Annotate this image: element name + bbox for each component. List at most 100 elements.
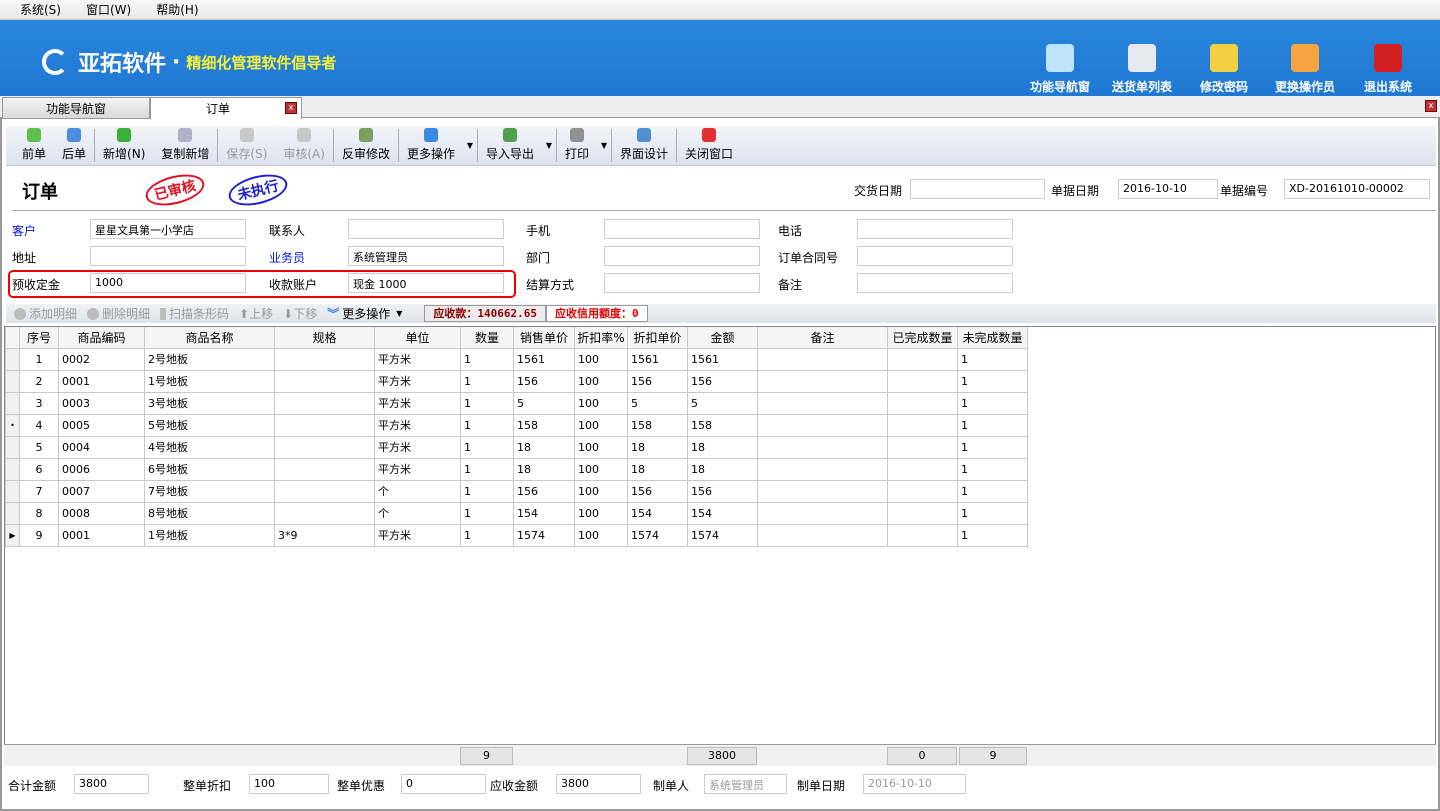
total-field[interactable]: 3800 xyxy=(74,774,149,794)
cell[interactable]: 18 xyxy=(687,435,758,459)
column-header[interactable]: 未完成数量 xyxy=(957,327,1028,349)
contract-field[interactable] xyxy=(857,246,1013,266)
mobile-field[interactable] xyxy=(604,219,760,239)
cell[interactable] xyxy=(757,479,888,503)
menu-help[interactable]: 帮助(H) xyxy=(156,3,199,17)
add-detail-button[interactable]: 添加明细 xyxy=(14,305,77,322)
toolbar-button-0[interactable]: 前单 xyxy=(14,126,54,165)
cell[interactable]: 100 xyxy=(574,347,628,371)
cell[interactable]: 1 xyxy=(957,347,1028,371)
cell[interactable]: 154 xyxy=(687,501,758,525)
cell[interactable] xyxy=(757,391,888,415)
cell[interactable]: 1 xyxy=(460,501,514,525)
cell[interactable]: 3号地板 xyxy=(144,391,275,415)
remark-field[interactable] xyxy=(857,273,1013,293)
cell[interactable]: 1号地板 xyxy=(144,369,275,393)
cell[interactable]: 18 xyxy=(513,457,575,481)
cell[interactable]: 0006 xyxy=(58,457,145,481)
cell[interactable] xyxy=(887,479,958,503)
cell[interactable]: 0007 xyxy=(58,479,145,503)
due-field[interactable]: 3800 xyxy=(556,774,641,794)
cell[interactable]: 100 xyxy=(574,369,628,393)
cell[interactable]: 100 xyxy=(574,413,628,437)
cell[interactable]: 7号地板 xyxy=(144,479,275,503)
cell[interactable]: 5 xyxy=(513,391,575,415)
header-button-1[interactable]: 送货单列表 xyxy=(1102,44,1182,95)
cell[interactable]: 18 xyxy=(627,457,688,481)
cell[interactable] xyxy=(887,369,958,393)
cell[interactable]: 156 xyxy=(687,479,758,503)
salesman-field[interactable]: 系统管理员 xyxy=(348,246,504,266)
cell[interactable]: 个 xyxy=(374,501,461,525)
menu-system[interactable]: 系统(S) xyxy=(20,3,61,17)
cell[interactable] xyxy=(887,457,958,481)
column-header[interactable]: 已完成数量 xyxy=(887,327,958,349)
cell[interactable] xyxy=(274,457,375,481)
cell[interactable]: 100 xyxy=(574,457,628,481)
cell[interactable] xyxy=(274,391,375,415)
discount-field[interactable]: 100 xyxy=(249,774,329,794)
row-indicator[interactable] xyxy=(5,501,20,525)
cell[interactable]: 0001 xyxy=(58,523,145,547)
salesman-label[interactable]: 业务员 xyxy=(269,251,306,265)
tab-navigation[interactable]: 功能导航窗 xyxy=(2,97,150,119)
cell[interactable]: 6号地板 xyxy=(144,457,275,481)
cell[interactable]: 平方米 xyxy=(374,523,461,547)
row-indicator[interactable] xyxy=(5,369,20,393)
cell[interactable]: 4 xyxy=(19,413,59,437)
cell[interactable]: 100 xyxy=(574,501,628,525)
cell[interactable]: 100 xyxy=(574,435,628,459)
cell[interactable]: 100 xyxy=(574,479,628,503)
phone-field[interactable] xyxy=(857,219,1013,239)
cell[interactable] xyxy=(887,347,958,371)
table-row[interactable]: 6 0006 6号地板 平方米 1 18 100 18 18 1 xyxy=(5,457,1028,481)
cell[interactable] xyxy=(274,501,375,525)
cell[interactable] xyxy=(887,523,958,547)
column-header[interactable]: 备注 xyxy=(757,327,888,349)
cell[interactable]: 18 xyxy=(513,435,575,459)
cell[interactable] xyxy=(757,347,888,371)
column-header[interactable]: 折扣单价 xyxy=(627,327,688,349)
cell[interactable]: 1574 xyxy=(687,523,758,547)
cell[interactable] xyxy=(757,435,888,459)
cell[interactable]: 1 xyxy=(957,435,1028,459)
cell[interactable]: 1 xyxy=(460,523,514,547)
header-button-4[interactable]: 退出系统 xyxy=(1348,44,1428,95)
cell[interactable]: 18 xyxy=(687,457,758,481)
row-indicator[interactable]: ▶ xyxy=(5,523,20,547)
row-indicator[interactable] xyxy=(5,435,20,459)
dept-field[interactable] xyxy=(604,246,760,266)
cell[interactable]: 100 xyxy=(574,391,628,415)
cell[interactable] xyxy=(757,413,888,437)
address-field[interactable] xyxy=(90,246,246,266)
cell[interactable]: 7 xyxy=(19,479,59,503)
toolbar-button-10[interactable]: 界面设计 xyxy=(612,126,676,165)
cell[interactable] xyxy=(274,369,375,393)
contact-field[interactable] xyxy=(348,219,504,239)
deposit-field[interactable]: 1000 xyxy=(90,273,246,293)
cell[interactable]: 1 xyxy=(957,523,1028,547)
cell[interactable]: 1574 xyxy=(627,523,688,547)
cell[interactable]: 156 xyxy=(513,479,575,503)
cell[interactable] xyxy=(757,501,888,525)
cell[interactable]: 2号地板 xyxy=(144,347,275,371)
cell[interactable]: 18 xyxy=(627,435,688,459)
toolbar-button-8[interactable]: 导入导出 xyxy=(478,126,542,165)
cell[interactable] xyxy=(274,413,375,437)
column-header[interactable]: 折扣率% xyxy=(574,327,628,349)
cell[interactable]: 个 xyxy=(374,479,461,503)
cell[interactable]: 158 xyxy=(687,413,758,437)
cell[interactable]: 3*9 xyxy=(274,523,375,547)
cell[interactable]: 5 xyxy=(19,435,59,459)
cell[interactable] xyxy=(274,435,375,459)
dropdown-arrow-icon[interactable]: ▼ xyxy=(466,141,474,150)
cell[interactable] xyxy=(887,391,958,415)
cell[interactable]: 1 xyxy=(957,479,1028,503)
cell[interactable]: 平方米 xyxy=(374,435,461,459)
cell[interactable]: 158 xyxy=(627,413,688,437)
cell[interactable]: 0005 xyxy=(58,413,145,437)
cell[interactable]: 156 xyxy=(513,369,575,393)
cell[interactable]: 平方米 xyxy=(374,347,461,371)
column-header[interactable]: 销售单价 xyxy=(513,327,575,349)
table-row[interactable]: 1 0002 2号地板 平方米 1 1561 100 1561 1561 1 xyxy=(5,347,1028,371)
